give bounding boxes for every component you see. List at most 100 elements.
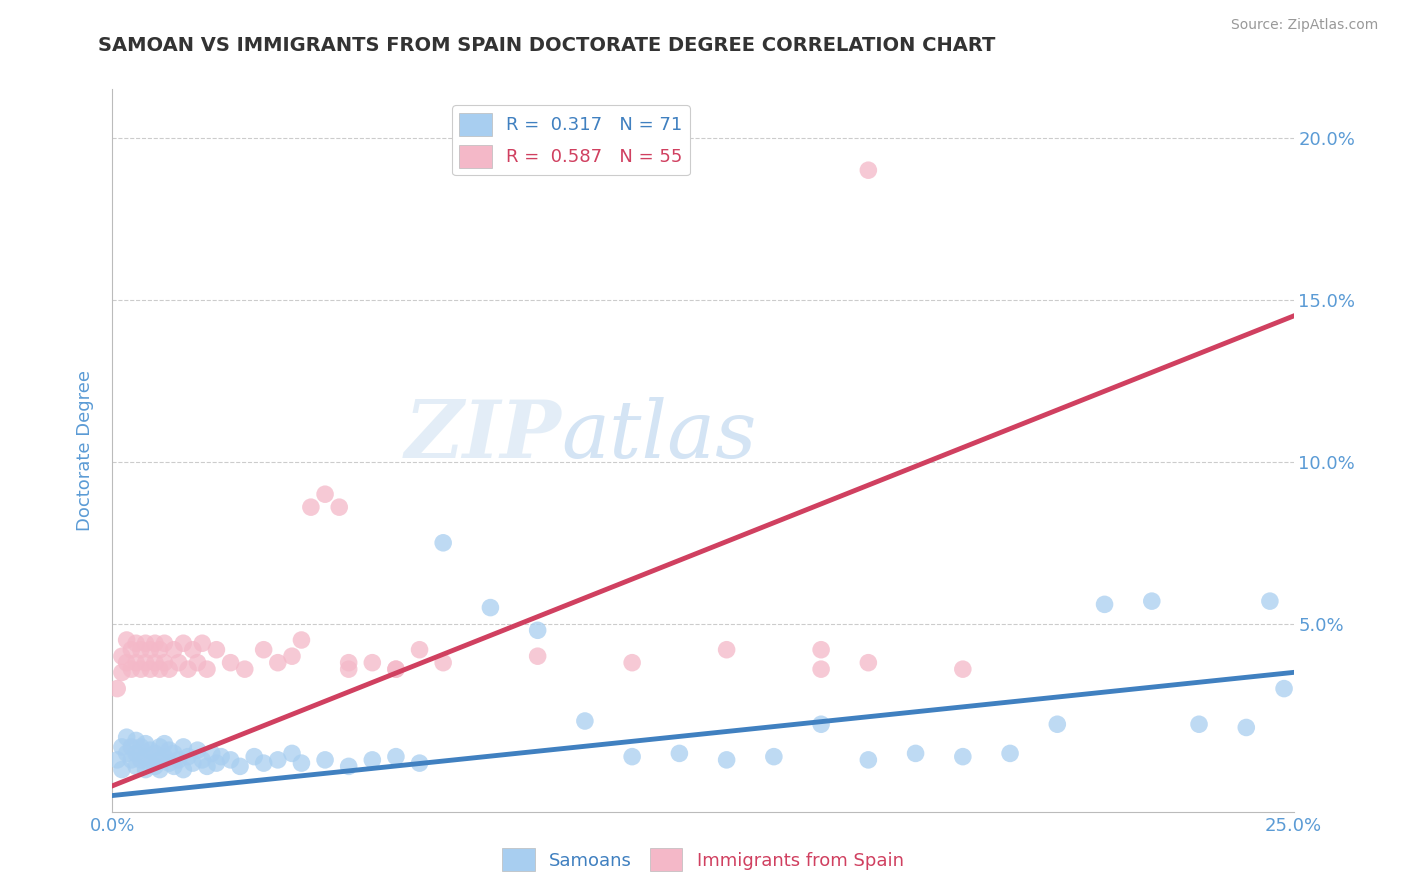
Point [337,656,360,670]
Point [337,759,360,773]
Point [361,753,384,767]
Point [111,649,134,664]
Point [1234,721,1257,735]
Point [314,487,336,501]
Point [432,536,454,550]
Point [149,763,172,777]
Point [716,753,738,767]
Point [135,656,157,670]
Point [143,747,166,761]
Point [167,656,190,670]
Point [139,743,162,757]
Point [810,662,832,676]
Point [526,624,548,638]
Point [135,749,157,764]
Point [181,642,204,657]
Point [105,753,128,767]
Point [1188,717,1211,731]
Point [153,636,176,650]
Point [105,681,128,696]
Point [129,739,152,754]
Point [120,662,142,676]
Point [209,749,232,764]
Point [716,642,738,657]
Point [172,739,194,754]
Point [432,656,454,670]
Point [205,756,228,771]
Point [290,756,312,771]
Point [1046,717,1069,731]
Point [143,636,166,650]
Point [177,749,200,764]
Point [115,656,138,670]
Point [858,163,880,178]
Point [125,759,148,773]
Point [120,642,142,657]
Point [191,636,214,650]
Point [904,747,927,761]
Point [135,737,157,751]
Point [111,763,134,777]
Point [1272,681,1295,696]
Point [233,662,256,676]
Point [281,747,304,761]
Text: SAMOAN VS IMMIGRANTS FROM SPAIN DOCTORATE DEGREE CORRELATION CHART: SAMOAN VS IMMIGRANTS FROM SPAIN DOCTORAT… [98,36,995,54]
Point [172,636,194,650]
Point [201,747,224,761]
Point [1140,594,1163,608]
Point [621,749,644,764]
Text: ZIP: ZIP [405,397,561,475]
Point [186,656,208,670]
Point [195,662,218,676]
Point [111,739,134,754]
Point [290,632,312,647]
Point [205,642,228,657]
Text: atlas: atlas [561,397,756,475]
Point [219,753,242,767]
Point [229,759,252,773]
Point [337,662,360,676]
Point [115,730,138,744]
Point [1094,598,1116,612]
Point [163,747,186,761]
Point [139,662,162,676]
Point [153,737,176,751]
Point [408,756,430,771]
Point [810,642,832,657]
Point [120,739,142,754]
Point [129,753,152,767]
Point [163,759,186,773]
Point [125,656,148,670]
Point [810,717,832,731]
Point [172,763,194,777]
Point [186,743,208,757]
Point [153,749,176,764]
Point [299,500,322,515]
Point [120,753,142,767]
Point [115,632,138,647]
Point [385,749,408,764]
Legend: R =  0.317   N = 71, R =  0.587   N = 55: R = 0.317 N = 71, R = 0.587 N = 55 [453,105,690,176]
Point [125,636,148,650]
Point [135,763,157,777]
Point [314,753,336,767]
Point [479,600,502,615]
Point [149,753,172,767]
Point [267,753,290,767]
Point [668,747,690,761]
Point [281,649,304,664]
Point [998,747,1021,761]
Point [253,642,276,657]
Legend: Samoans, Immigrants from Spain: Samoans, Immigrants from Spain [495,841,911,879]
Point [1258,594,1281,608]
Point [135,636,157,650]
Point [139,756,162,771]
Point [385,662,408,676]
Point [143,759,166,773]
Point [125,733,148,747]
Point [526,649,548,664]
Point [129,662,152,676]
Point [181,756,204,771]
Point [267,656,290,670]
Point [195,759,218,773]
